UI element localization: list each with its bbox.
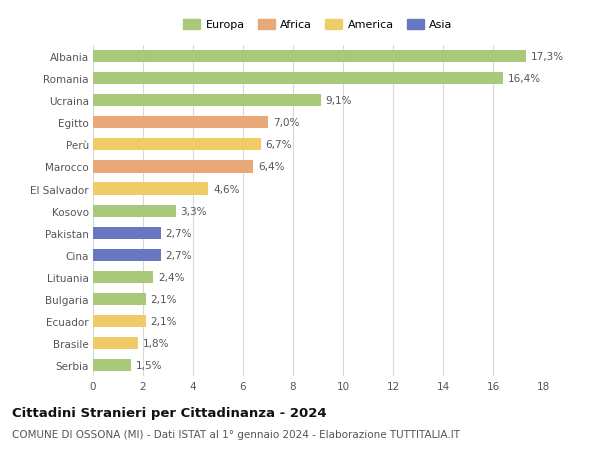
Text: 3,3%: 3,3% xyxy=(181,206,207,216)
Text: COMUNE DI OSSONA (MI) - Dati ISTAT al 1° gennaio 2024 - Elaborazione TUTTITALIA.: COMUNE DI OSSONA (MI) - Dati ISTAT al 1°… xyxy=(12,429,460,439)
Text: 6,4%: 6,4% xyxy=(258,162,284,172)
Bar xyxy=(93,293,146,305)
Text: Cittadini Stranieri per Cittadinanza - 2024: Cittadini Stranieri per Cittadinanza - 2… xyxy=(12,406,326,419)
Text: 16,4%: 16,4% xyxy=(508,74,541,84)
Text: 6,7%: 6,7% xyxy=(265,140,292,150)
Text: 2,1%: 2,1% xyxy=(151,316,177,326)
Bar xyxy=(93,73,503,85)
Bar xyxy=(93,51,526,63)
Text: 7,0%: 7,0% xyxy=(273,118,299,128)
Bar xyxy=(93,139,260,151)
Bar xyxy=(93,95,320,107)
Bar xyxy=(93,359,131,371)
Text: 1,8%: 1,8% xyxy=(143,338,170,348)
Text: 2,7%: 2,7% xyxy=(166,250,192,260)
Bar xyxy=(93,271,153,283)
Text: 2,4%: 2,4% xyxy=(158,272,185,282)
Bar xyxy=(93,249,161,261)
Text: 2,7%: 2,7% xyxy=(166,228,192,238)
Bar xyxy=(93,337,138,349)
Text: 17,3%: 17,3% xyxy=(530,52,563,62)
Text: 4,6%: 4,6% xyxy=(213,184,239,194)
Bar xyxy=(93,205,176,217)
Text: 1,5%: 1,5% xyxy=(136,360,162,370)
Text: 9,1%: 9,1% xyxy=(325,96,352,106)
Bar xyxy=(93,227,161,239)
Bar xyxy=(93,117,268,129)
Bar xyxy=(93,315,146,327)
Legend: Europa, Africa, America, Asia: Europa, Africa, America, Asia xyxy=(180,17,456,34)
Text: 2,1%: 2,1% xyxy=(151,294,177,304)
Bar xyxy=(93,161,253,173)
Bar xyxy=(93,183,208,195)
